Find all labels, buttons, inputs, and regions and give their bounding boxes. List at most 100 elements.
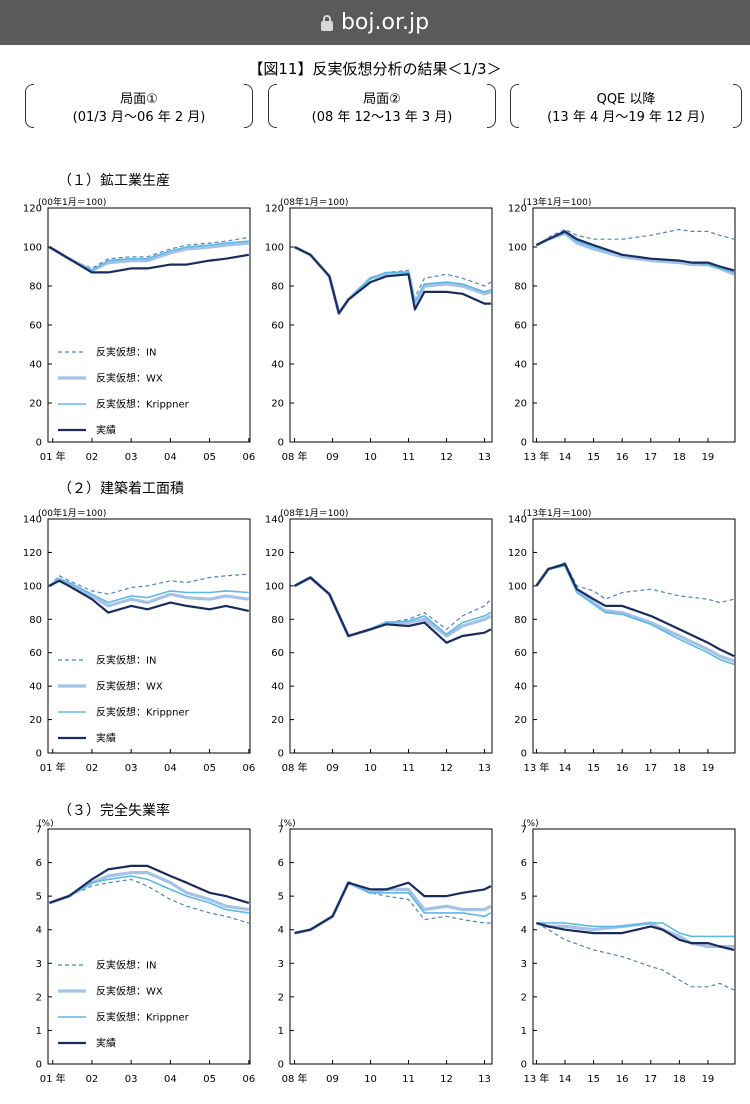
y-tick-label: 20 bbox=[271, 399, 284, 410]
series-line-in bbox=[49, 878, 249, 924]
x-tick-label: 10 bbox=[364, 1074, 377, 1085]
x-tick-label: 08 年 bbox=[282, 1072, 308, 1085]
y-tick-label: 140 bbox=[23, 515, 42, 526]
x-tick-label: 13 年 bbox=[523, 1072, 549, 1085]
y-tick-label: 20 bbox=[29, 715, 42, 726]
legend-label: 反実仮想：Krippner bbox=[96, 398, 190, 411]
legend-label: 実績 bbox=[96, 424, 116, 437]
legend-label: 反実仮想：IN bbox=[96, 959, 156, 972]
x-tick-label: 08 年 bbox=[282, 450, 308, 463]
x-tick-label: 02 bbox=[86, 452, 99, 463]
x-tick-label: 04 bbox=[164, 452, 177, 463]
y-tick-label: 7 bbox=[36, 825, 42, 836]
x-tick-label: 16 bbox=[616, 763, 629, 774]
x-tick-label: 16 bbox=[616, 452, 629, 463]
bracket-left bbox=[25, 84, 34, 128]
plot-frame bbox=[532, 207, 736, 443]
series-line-actual bbox=[49, 864, 250, 904]
base-label: (00年1月＝100) bbox=[38, 196, 106, 208]
y-tick-label: 4 bbox=[36, 925, 42, 936]
phase-header-2: 局面② (08 年 12〜13 年 3 月) bbox=[268, 84, 496, 128]
series-line-actual bbox=[48, 246, 249, 274]
y-tick-label: 5 bbox=[36, 892, 42, 903]
y-tick-label: 0 bbox=[278, 749, 284, 760]
legend-label: 実績 bbox=[96, 732, 116, 745]
series-line-wx bbox=[535, 562, 735, 663]
x-tick-label: 15 bbox=[587, 452, 600, 463]
section-title-unemployment: （３）完全失業率 bbox=[58, 803, 170, 819]
phase-label: 局面② bbox=[363, 92, 401, 107]
x-tick-label: 17 bbox=[644, 763, 657, 774]
series-line-actual bbox=[294, 576, 492, 644]
plot-frame bbox=[289, 828, 493, 1065]
x-tick-label: 19 bbox=[702, 1074, 715, 1085]
x-tick-label: 10 bbox=[364, 763, 377, 774]
series-line-krippner bbox=[536, 232, 735, 274]
y-tick-label: 5 bbox=[521, 892, 527, 903]
series-line-actual bbox=[536, 921, 735, 951]
y-tick-label: 0 bbox=[36, 749, 42, 760]
y-tick-label: 5 bbox=[278, 892, 284, 903]
url-text: boj.or.jp bbox=[340, 10, 430, 35]
y-tick-label: 40 bbox=[271, 360, 284, 371]
series-line-in bbox=[294, 576, 492, 637]
y-tick-label: 1 bbox=[36, 1026, 42, 1037]
base-label: (%) bbox=[38, 819, 54, 829]
x-tick-label: 09 bbox=[326, 1074, 339, 1085]
plot-frame bbox=[47, 828, 251, 1065]
base-label: (08年1月＝100) bbox=[280, 196, 348, 208]
figure-title: 【図11】反実仮想分析の結果＜1/3＞ bbox=[248, 60, 502, 78]
y-tick-label: 20 bbox=[514, 399, 527, 410]
legend-label: 反実仮想：Krippner bbox=[96, 706, 190, 719]
base-label: (%) bbox=[523, 819, 539, 829]
y-tick-label: 120 bbox=[508, 204, 527, 215]
x-tick-label: 18 bbox=[673, 1074, 686, 1085]
plot-frame bbox=[532, 828, 736, 1065]
base-label: (00年1月＝100) bbox=[38, 507, 106, 519]
series-line-actual bbox=[48, 579, 250, 614]
y-tick-label: 120 bbox=[23, 548, 42, 559]
y-tick-label: 0 bbox=[36, 1060, 42, 1071]
x-tick-label: 03 bbox=[125, 1074, 138, 1085]
y-tick-label: 40 bbox=[514, 682, 527, 693]
series-line-krippner bbox=[294, 576, 492, 637]
series-line-krippner bbox=[48, 240, 249, 272]
y-tick-label: 0 bbox=[278, 1060, 284, 1071]
series-line-actual bbox=[535, 562, 735, 658]
x-tick-label: 13 bbox=[478, 452, 491, 463]
series-line-krippner bbox=[49, 875, 249, 914]
base-label: (08年1月＝100) bbox=[280, 507, 348, 519]
browser-address-bar[interactable]: boj.or.jp bbox=[0, 0, 750, 45]
y-tick-label: 0 bbox=[521, 1060, 527, 1071]
section-title-construction: （２）建築着工面積 bbox=[58, 481, 184, 497]
y-tick-label: 6 bbox=[521, 858, 527, 869]
y-tick-label: 20 bbox=[271, 715, 284, 726]
x-tick-label: 01 年 bbox=[40, 450, 66, 463]
y-tick-label: 60 bbox=[271, 648, 284, 659]
legend-label: 反実仮想：IN bbox=[96, 654, 156, 667]
x-tick-label: 05 bbox=[203, 1074, 216, 1085]
phase-period: (13 年 4 月〜19 年 12 月) bbox=[547, 110, 705, 125]
phase-header-1: 局面① (01/3 月〜06 年 2 月) bbox=[25, 84, 253, 128]
series-line-wx bbox=[293, 245, 492, 315]
y-tick-label: 100 bbox=[508, 243, 527, 254]
x-tick-label: 13 bbox=[478, 1074, 491, 1085]
phase-period: (01/3 月〜06 年 2 月) bbox=[72, 110, 206, 125]
y-tick-label: 40 bbox=[29, 360, 42, 371]
x-tick-label: 14 bbox=[559, 452, 572, 463]
legend-label: 実績 bbox=[96, 1037, 116, 1050]
plot-frame bbox=[47, 207, 251, 443]
x-tick-label: 13 年 bbox=[523, 450, 549, 463]
y-tick-label: 100 bbox=[508, 581, 527, 592]
y-tick-label: 120 bbox=[23, 204, 42, 215]
x-tick-label: 04 bbox=[164, 1074, 177, 1085]
x-tick-label: 09 bbox=[326, 452, 339, 463]
y-tick-label: 80 bbox=[29, 282, 42, 293]
x-tick-label: 14 bbox=[559, 1074, 572, 1085]
url-display[interactable]: boj.or.jp bbox=[320, 10, 430, 35]
x-tick-label: 19 bbox=[702, 763, 715, 774]
x-tick-label: 16 bbox=[616, 1074, 629, 1085]
x-tick-label: 15 bbox=[587, 763, 600, 774]
x-tick-label: 12 bbox=[440, 452, 453, 463]
